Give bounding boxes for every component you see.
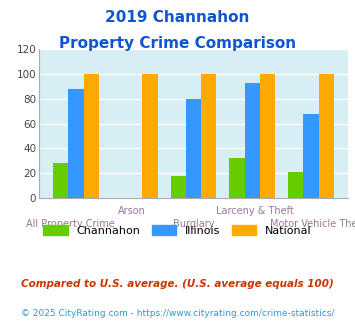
Text: All Property Crime: All Property Crime (26, 219, 114, 229)
Legend: Channahon, Illinois, National: Channahon, Illinois, National (39, 220, 316, 240)
Bar (142, 74, 158, 198)
Bar (260, 74, 275, 198)
Bar (288, 172, 303, 198)
Text: © 2025 CityRating.com - https://www.cityrating.com/crime-statistics/: © 2025 CityRating.com - https://www.city… (21, 309, 334, 317)
Text: Arson: Arson (118, 206, 146, 216)
Bar (318, 74, 334, 198)
Text: Larceny & Theft: Larceny & Theft (216, 206, 294, 216)
Bar (229, 158, 245, 198)
Bar (69, 89, 84, 198)
Bar (201, 74, 217, 198)
Bar (245, 83, 260, 198)
Bar (170, 176, 186, 198)
Bar (84, 74, 99, 198)
Bar (303, 114, 318, 198)
Text: Motor Vehicle Theft: Motor Vehicle Theft (270, 219, 355, 229)
Text: Compared to U.S. average. (U.S. average equals 100): Compared to U.S. average. (U.S. average … (21, 279, 334, 289)
Text: 2019 Channahon: 2019 Channahon (105, 10, 250, 25)
Bar (186, 99, 201, 198)
Bar (53, 163, 69, 198)
Text: Property Crime Comparison: Property Crime Comparison (59, 36, 296, 51)
Text: Burglary: Burglary (173, 219, 214, 229)
